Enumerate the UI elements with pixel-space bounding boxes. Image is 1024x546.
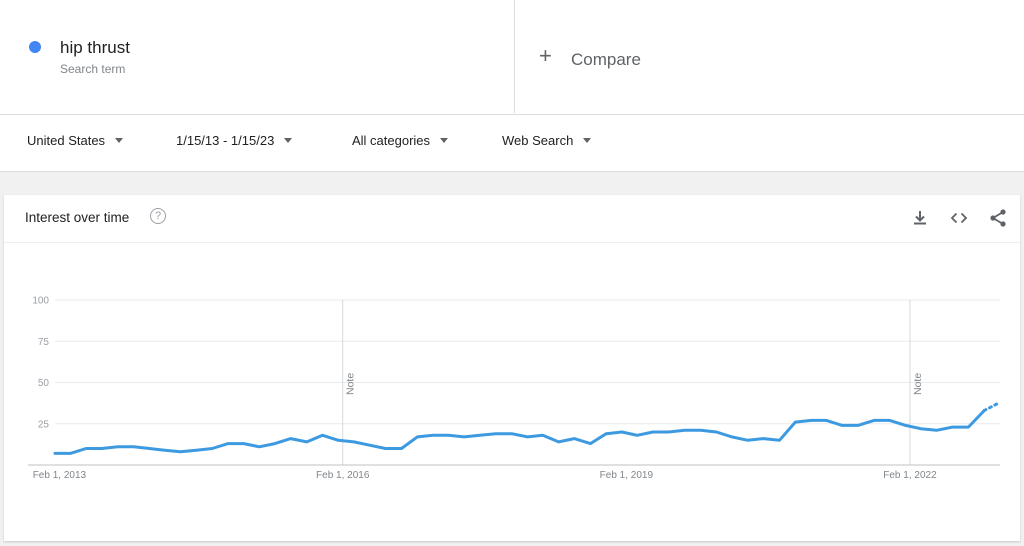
search-term-sublabel: Search term: [60, 62, 126, 76]
share-icon[interactable]: [988, 208, 1008, 228]
interest-over-time-card: Interest over time ? Note Note 25: [4, 195, 1020, 541]
caret-down-icon: [284, 138, 293, 143]
date-range-label: 1/15/13 - 1/15/23: [176, 133, 275, 148]
card-title: Interest over time: [25, 210, 130, 225]
caret-down-icon: [115, 138, 124, 143]
plus-icon: +: [539, 43, 552, 68]
category-label: All categories: [352, 133, 431, 148]
y-tick-label: 50: [38, 378, 50, 389]
card-header: Interest over time ?: [4, 195, 1020, 243]
search-term-card[interactable]: hip thrust Search term: [4, 0, 515, 113]
search-type-dropdown[interactable]: Web Search: [502, 133, 592, 153]
compare-button[interactable]: + Compare: [515, 0, 1024, 113]
x-tick-label: Feb 1, 2019: [600, 470, 654, 481]
caret-down-icon: [583, 138, 592, 143]
term-color-dot: [29, 41, 41, 53]
interest-chart[interactable]: Note Note 25 50 75 100 Feb 1, 2013 Feb 1, 2016…: [4, 195, 1020, 541]
note-label: Note: [345, 373, 357, 395]
help-icon[interactable]: ?: [150, 208, 166, 224]
x-tick-label: Feb 1, 2016: [316, 470, 370, 481]
x-tick-label: Feb 1, 2022: [883, 470, 937, 481]
compare-label: Compare: [571, 50, 641, 69]
region-label: United States: [27, 133, 106, 148]
caret-down-icon: [440, 138, 449, 143]
y-tick-label: 100: [32, 296, 49, 307]
embed-icon[interactable]: [949, 208, 969, 228]
y-tick-label: 25: [38, 419, 50, 430]
category-dropdown[interactable]: All categories: [352, 133, 449, 153]
filter-bar: United States 1/15/13 - 1/15/23 All cate…: [0, 115, 1024, 172]
note-label: Note: [912, 373, 924, 395]
search-type-label: Web Search: [502, 133, 574, 148]
series-line: [53, 409, 986, 455]
partial-data-segment: [982, 400, 1002, 413]
search-term-name[interactable]: hip thrust: [60, 38, 130, 57]
y-tick-label: 75: [38, 337, 50, 348]
region-dropdown[interactable]: United States: [27, 133, 124, 153]
search-term-bar: hip thrust Search term + Compare: [0, 0, 1024, 115]
x-tick-label: Feb 1, 2013: [33, 470, 87, 481]
date-range-dropdown[interactable]: 1/15/13 - 1/15/23: [176, 133, 293, 153]
download-icon[interactable]: [910, 208, 930, 228]
